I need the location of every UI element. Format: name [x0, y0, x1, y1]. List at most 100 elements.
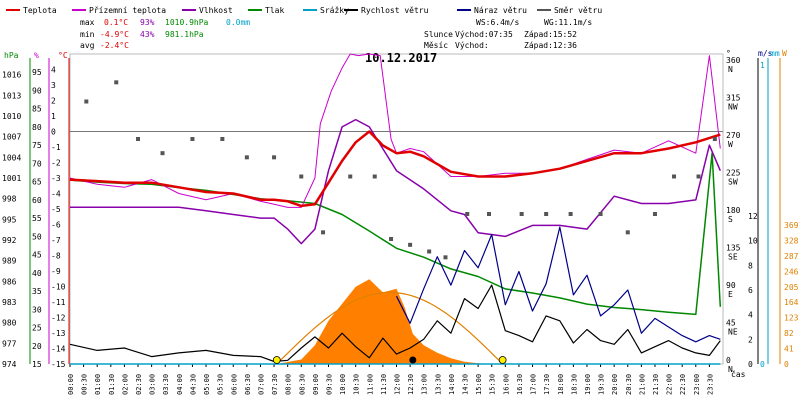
temperature-tick-label: -14	[51, 345, 66, 354]
wind-speed-line	[69, 284, 721, 363]
wind-direction-point	[190, 137, 195, 141]
solar-tick-label: 82	[784, 329, 794, 338]
solar-tick-label: 205	[784, 283, 799, 292]
x-tick-label: 12:00	[394, 374, 402, 395]
temperature-tick-label: -8	[51, 252, 61, 261]
humidity-tick-label: 55	[32, 214, 42, 223]
humidity-tick-label: 35	[32, 287, 42, 296]
direction-tick-label: 45	[726, 319, 736, 328]
wind-direction-point	[487, 212, 492, 216]
solar-tick-label: 0	[784, 360, 789, 369]
legend-label: Vlhkost	[199, 6, 233, 15]
humidity-tick-label: 60	[32, 196, 42, 205]
wind-gust-line	[395, 226, 721, 343]
sunrise-time: Východ:07:35	[455, 30, 513, 39]
temperature-tick-label: 3	[51, 81, 56, 90]
legend-item: Směr větru	[537, 6, 602, 15]
temperature-tick-label: -7	[51, 236, 61, 245]
x-tick-label: 01:30	[108, 374, 116, 395]
x-tick-label: 21:00	[638, 374, 646, 395]
x-tick-label: 16:30	[516, 374, 524, 395]
x-tick-label: 23:00	[693, 374, 701, 395]
direction-tick-label: 135	[726, 244, 741, 253]
x-tick-label: 00:30	[81, 374, 89, 395]
direction-tick-label: E	[728, 290, 733, 299]
left-axes: hPa% °C 974 977 980 983 986 989 992 995 998 1001 100…	[2, 51, 70, 369]
direction-tick-label: 180	[726, 206, 741, 215]
x-tick-label: 15:00	[475, 374, 483, 395]
wind-direction-point	[408, 242, 413, 247]
wind-direction-point	[465, 212, 470, 216]
legend-label: Teplota	[23, 6, 57, 15]
humidity-tick-label: 20	[32, 342, 42, 351]
x-tick-label: 13:30	[434, 374, 442, 395]
temperature-tick-label: -15	[51, 360, 66, 369]
x-tick-label: 10:00	[339, 374, 347, 395]
sun-marker	[498, 356, 507, 364]
wind-tick-label: 12	[748, 212, 758, 221]
temperature-tick-label: -13	[51, 329, 66, 338]
humidity-tick-label: 65	[32, 178, 42, 187]
moonrise-time: Východ:	[455, 41, 489, 50]
solar-tick-label: 369	[784, 221, 799, 230]
wind-direction-points	[84, 80, 717, 260]
temperature-tick-label: -4	[51, 190, 61, 199]
rain-tick-label: 1	[760, 61, 765, 70]
x-tick-label: 05:30	[217, 374, 225, 395]
x-tick-label: 04:00	[176, 374, 184, 395]
x-axis-label: čas	[731, 369, 746, 379]
humidity-tick-label: 75	[32, 141, 42, 150]
direction-tick-label: NE	[728, 328, 738, 337]
temperature-tick-label: 0	[51, 128, 56, 137]
x-tick-label: 20:00	[611, 374, 619, 395]
ground-temperature-line	[69, 53, 721, 208]
pressure-tick-label: 1016	[2, 71, 21, 80]
x-tick-label: 09:30	[325, 374, 333, 395]
direction-tick-label: 270	[726, 131, 741, 140]
humidity-axis-unit: %	[34, 51, 39, 60]
wind-tick-label: 8	[748, 261, 753, 270]
humidity-tick-label: 90	[32, 86, 42, 95]
x-tick-label: 11:30	[380, 374, 388, 395]
pressure-tick-label: 998	[2, 195, 17, 204]
temperature-tick-label: 4	[51, 66, 56, 75]
temperature-tick-label: -2	[51, 159, 61, 168]
legend-label: Rychlost větru	[361, 6, 429, 15]
stats-max-temp: 0.1°C	[104, 18, 128, 27]
humidity-tick-label: 30	[32, 305, 42, 314]
stats-min-hum: 43%	[140, 30, 155, 39]
pressure-tick-label: 1004	[2, 153, 21, 162]
wind-direction-point	[244, 155, 249, 160]
sun-marker	[272, 356, 281, 364]
rain-axis-unit: mm	[770, 49, 780, 58]
stats-max-rain: 0.0mm	[226, 18, 250, 27]
stats-wg: WG:11.1m/s	[544, 18, 592, 27]
solar-tick-label: 246	[784, 267, 799, 276]
direction-tick-label: 315	[726, 94, 741, 103]
moon-label: Měsíc	[424, 41, 448, 50]
x-tick-label: 00:00	[67, 374, 75, 395]
solar-tick-label: 41	[784, 345, 794, 354]
direction-tick-label: SE	[728, 253, 738, 262]
legend-item: Teplota	[6, 6, 57, 15]
x-tick-label: 10:30	[353, 374, 361, 395]
moonset-time: Západ:12:36	[524, 41, 577, 50]
wind-direction-point	[160, 151, 165, 156]
humidity-tick-label: 50	[32, 232, 42, 241]
humidity-tick-label: 40	[32, 269, 42, 278]
x-tick-label: 14:30	[462, 374, 470, 395]
wind-direction-point	[84, 99, 89, 104]
direction-tick-label: 90	[726, 281, 736, 290]
legend-item: Náraz větru	[457, 6, 527, 15]
temperature-tick-label: -6	[51, 221, 61, 230]
x-tick-label: 13:00	[421, 374, 429, 395]
stats-min-temp: -4.9°C	[100, 30, 129, 39]
x-tick-label: 18:30	[570, 374, 578, 395]
direction-tick-label: SW	[728, 178, 738, 187]
legend-label: Směr větru	[554, 6, 602, 15]
x-tick-label: 22:30	[679, 374, 687, 395]
sun-label: Slunce	[424, 30, 453, 39]
x-tick-label: 03:00	[149, 374, 157, 395]
x-tick-label: 08:00	[285, 374, 293, 395]
temperature-tick-label: -5	[51, 205, 61, 214]
